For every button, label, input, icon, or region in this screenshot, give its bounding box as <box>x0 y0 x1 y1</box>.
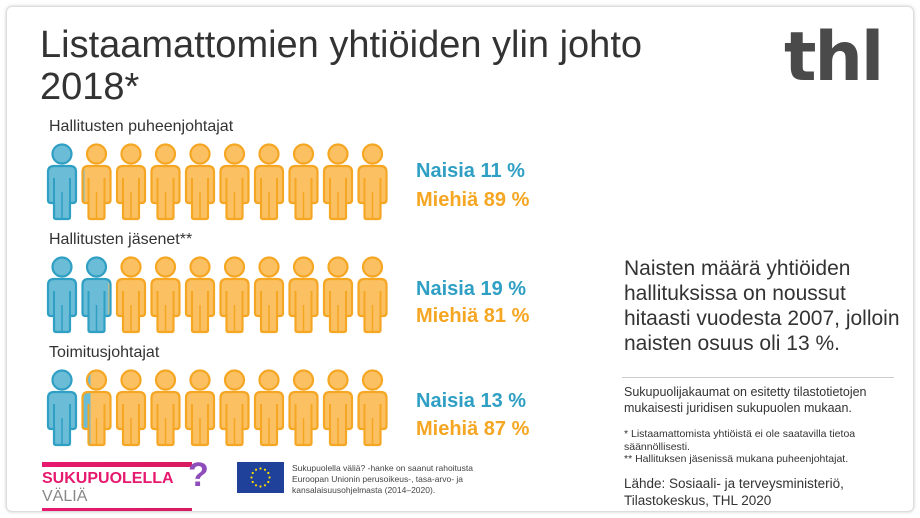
men-pct: Miehiä 87 % <box>416 418 530 440</box>
person-icon <box>357 143 388 221</box>
eu-funding-text: Sukupuolella väliä? -hanke on saanut rah… <box>292 463 473 495</box>
person-icon <box>184 256 216 334</box>
person-icon <box>46 256 78 334</box>
person-icon <box>184 143 216 221</box>
person-icon <box>322 369 354 447</box>
person-icon <box>115 369 147 447</box>
person-icon <box>288 369 319 447</box>
person-icon <box>322 143 354 221</box>
person-icon <box>253 369 285 447</box>
men-pct: Miehiä 81 % <box>416 305 530 327</box>
person-icon <box>46 369 78 447</box>
person-icon <box>81 143 112 221</box>
men-pct: Miehiä 89 % <box>416 189 530 211</box>
person-icon <box>219 143 250 221</box>
person-icon <box>150 369 181 447</box>
person-icon <box>288 143 319 221</box>
people-row <box>46 256 388 334</box>
person-icon <box>219 369 250 447</box>
person-icon <box>150 143 181 221</box>
person-icon <box>115 143 147 221</box>
person-icon <box>253 143 285 221</box>
source: Lähde: Sosiaali- ja terveysministeriö, T… <box>624 476 844 508</box>
person-icon <box>322 256 354 334</box>
divider <box>622 377 894 378</box>
row-label: Hallitusten jäsenet** <box>49 231 193 248</box>
person-icon <box>288 256 319 334</box>
legal-note: Sukupuolijakaumat on esitetty tilastotie… <box>624 385 867 415</box>
person-icon <box>81 369 112 447</box>
eu-flag <box>237 462 284 493</box>
footnote: * Listaamattomista yhtiöistä ei ole saat… <box>624 428 856 453</box>
sukupuolella-valia-logo: SUKUPUOLELLA VÄLIÄ ? <box>42 456 209 511</box>
row-label: Hallitusten puheenjohtajat <box>49 118 234 135</box>
key-note: Naisten määrä yhtiöiden hallituksissa on… <box>624 257 900 355</box>
person-icon <box>357 369 388 447</box>
person-icon <box>46 143 78 221</box>
people-row <box>46 143 388 221</box>
person-icon <box>184 369 216 447</box>
women-pct: Naisia 13 % <box>416 390 527 412</box>
women-pct: Naisia 11 % <box>416 160 525 182</box>
person-icon <box>81 256 112 334</box>
person-icon <box>253 256 285 334</box>
person-icon <box>357 256 388 334</box>
row-label: Toimitusjohtajat <box>49 344 160 361</box>
frame <box>6 6 914 512</box>
person-icon <box>219 256 250 334</box>
person-icon <box>150 256 181 334</box>
footnote: ** Hallituksen jäsenissä mukana puheenjo… <box>624 453 849 465</box>
women-pct: Naisia 19 % <box>416 278 527 300</box>
page-title: Listaamattomien yhtiöiden ylin johto 201… <box>40 24 643 108</box>
person-icon <box>115 256 147 334</box>
people-row <box>46 369 388 447</box>
thl-logo: thl <box>784 18 884 97</box>
